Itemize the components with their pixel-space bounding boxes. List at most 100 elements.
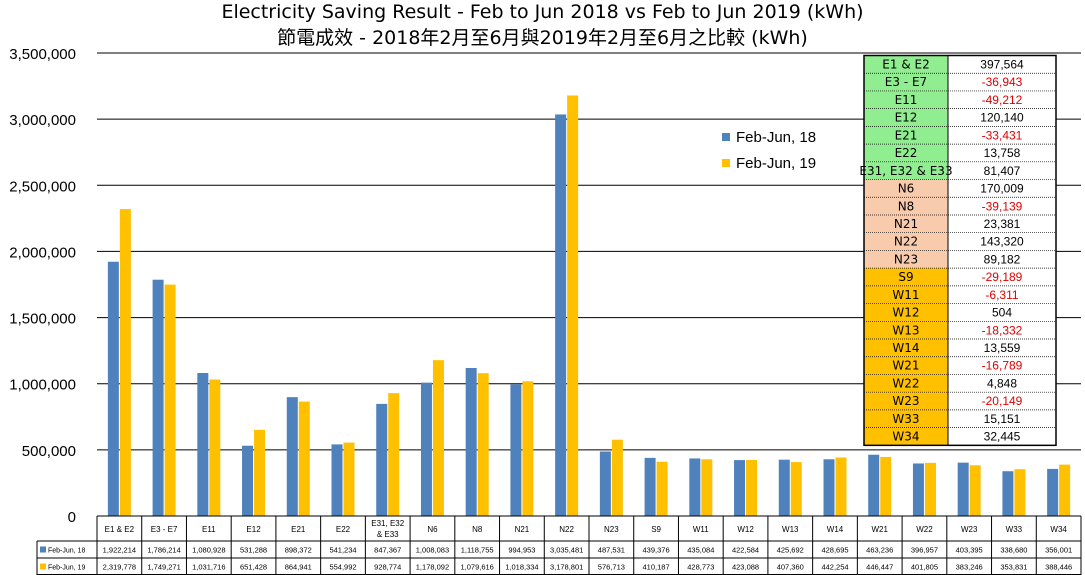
legend-label: Feb-Jun, 19 — [736, 155, 816, 172]
savings-name-cell — [864, 321, 948, 340]
savings-name-cell — [864, 356, 948, 375]
bar-feb-jun-18 — [107, 261, 119, 516]
data-table-value: 541,234 — [329, 546, 356, 555]
savings-value-cell — [948, 232, 1056, 251]
savings-value-cell — [948, 179, 1056, 198]
data-table-value: 410,187 — [643, 563, 670, 572]
bar-feb-jun-18 — [823, 459, 835, 516]
bar-feb-jun-18 — [555, 114, 567, 517]
data-table-value: 435,084 — [687, 546, 714, 555]
table-legend-key — [40, 546, 46, 553]
data-table-value: 428,695 — [821, 546, 848, 555]
data-table-value: 2,319,778 — [103, 563, 136, 572]
data-table-value: 463,236 — [866, 546, 893, 555]
category-label: & E33 — [377, 530, 399, 539]
bar-feb-jun-19 — [969, 465, 981, 516]
savings-table-border — [863, 54, 1057, 447]
savings-value-cell — [948, 392, 1056, 410]
savings-value: 89,182 — [984, 252, 1021, 266]
savings-name: E21 — [895, 128, 918, 142]
table-legend-key — [40, 563, 46, 570]
bar-feb-jun-19 — [477, 373, 489, 516]
bar-feb-jun-19 — [656, 461, 668, 516]
data-table-value: 3,035,481 — [550, 546, 583, 555]
savings-value-cell — [948, 303, 1056, 322]
savings-value-cell — [948, 339, 1056, 357]
savings-name-cell — [864, 108, 948, 127]
savings-name: E3 - E7 — [885, 75, 927, 89]
category-label: W14 — [827, 525, 844, 534]
savings-name: E12 — [895, 111, 918, 125]
savings-value-cell — [948, 73, 1056, 91]
savings-name: W14 — [892, 341, 919, 355]
category-label: E11 — [202, 525, 216, 534]
bar-feb-jun-18 — [286, 397, 298, 516]
bar-feb-jun-19 — [298, 401, 310, 516]
category-label: E21 — [291, 525, 306, 534]
y-tick-label: 500,000 — [22, 443, 76, 460]
data-table-value: 898,372 — [285, 546, 312, 555]
bar-feb-jun-19 — [611, 439, 623, 516]
savings-name-cell — [864, 161, 948, 180]
category-label: N8 — [472, 525, 483, 534]
savings-value-cell — [948, 144, 1056, 162]
table-series-label: Feb-Jun, 19 — [48, 565, 85, 572]
category-label: W11 — [693, 525, 709, 534]
savings-name: E22 — [895, 146, 918, 160]
savings-value-cell — [948, 250, 1056, 269]
data-table-value: 439,376 — [643, 546, 670, 555]
savings-name: W22 — [892, 376, 919, 390]
savings-value-cell — [948, 268, 1056, 286]
chart-title: Electricity Saving Result - Feb to Jun 2… — [221, 1, 864, 23]
data-table-value: 396,957 — [911, 546, 938, 555]
savings-value-cell — [948, 374, 1056, 393]
bar-feb-jun-18 — [420, 382, 432, 516]
data-table-value: 651,428 — [240, 563, 267, 572]
savings-name-cell — [864, 90, 948, 109]
savings-name-cell — [864, 303, 948, 322]
bar-feb-jun-19 — [835, 457, 847, 516]
y-tick-label: 1,500,000 — [9, 311, 76, 328]
savings-name-cell — [864, 250, 948, 269]
category-label: W33 — [1006, 525, 1023, 534]
data-table-value: 1,118,755 — [461, 546, 494, 555]
legend-swatch — [722, 159, 730, 167]
bar-feb-jun-18 — [868, 454, 880, 516]
category-label: N22 — [559, 525, 574, 534]
category-label: E22 — [336, 525, 351, 534]
savings-value-cell — [948, 90, 1056, 109]
savings-name: N8 — [898, 199, 915, 213]
savings-value: 23,381 — [984, 217, 1021, 231]
data-table-value: 3,178,801 — [550, 563, 583, 572]
category-label: W22 — [916, 525, 933, 534]
bar-feb-jun-19 — [164, 284, 176, 516]
savings-value: 15,151 — [984, 412, 1021, 426]
savings-value: 397,564 — [980, 58, 1024, 72]
bar-feb-jun-18 — [689, 458, 701, 516]
bar-feb-jun-18 — [599, 451, 611, 516]
data-table-value: 864,941 — [285, 563, 312, 572]
data-table-value: 928,774 — [374, 563, 401, 572]
savings-value: -29,189 — [982, 270, 1023, 284]
category-label: S9 — [651, 525, 661, 534]
savings-value: -18,332 — [982, 323, 1023, 337]
savings-name-cell — [864, 339, 948, 357]
bar-feb-jun-18 — [152, 279, 164, 516]
savings-name: W11 — [892, 288, 919, 302]
savings-value: -16,789 — [982, 359, 1023, 373]
category-label: N6 — [427, 525, 438, 534]
savings-name: E1 & E2 — [882, 58, 929, 72]
savings-value: 120,140 — [980, 111, 1024, 125]
savings-name-cell — [864, 409, 948, 428]
savings-value-cell — [948, 197, 1056, 215]
y-tick-label: 3,000,000 — [9, 112, 76, 129]
savings-name: W34 — [892, 430, 919, 444]
savings-value: 81,407 — [984, 164, 1021, 178]
savings-name-cell — [864, 55, 948, 74]
data-table-value: 994,953 — [508, 546, 535, 555]
savings-name: W23 — [892, 394, 919, 408]
category-label: E31, E32 — [371, 519, 404, 528]
bar-feb-jun-19 — [567, 95, 579, 516]
data-table-value: 531,288 — [240, 546, 267, 555]
data-table-value: 356,001 — [1045, 546, 1072, 555]
